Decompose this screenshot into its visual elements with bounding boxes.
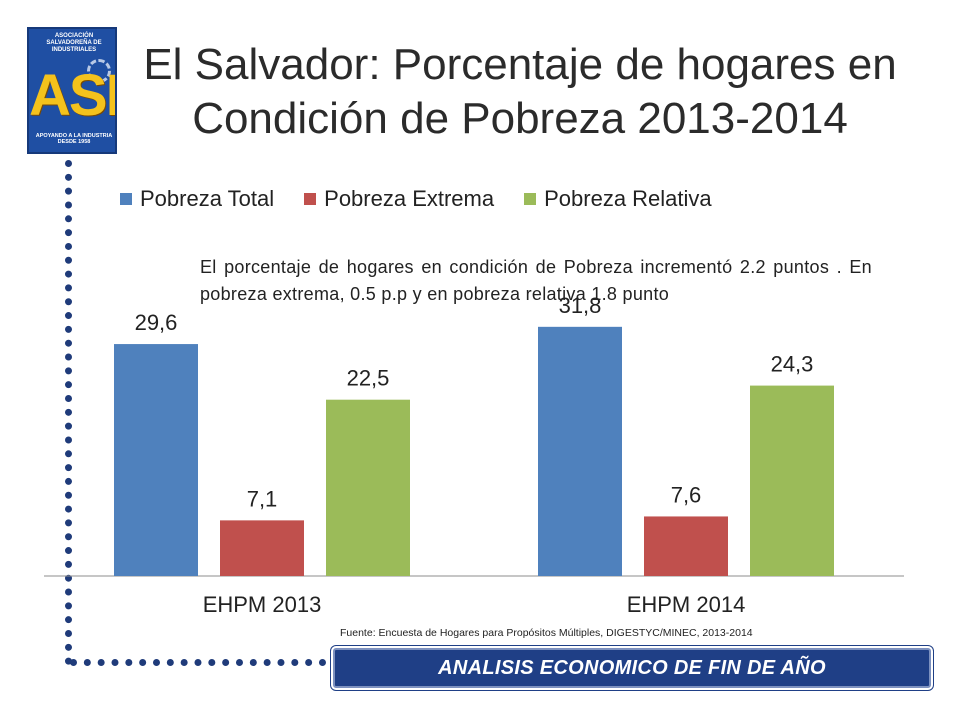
source-note: Fuente: Encuesta de Hogares para Propósi… [340, 627, 753, 639]
asi-logo: ASOCIACIÓN SALVADOREÑA DE INDUSTRIALES A… [27, 27, 117, 154]
bar [326, 399, 410, 576]
legend-item: Pobreza Extrema [304, 186, 494, 212]
dotted-border-horizontal [70, 659, 340, 666]
bar [538, 326, 622, 576]
legend-swatch [524, 193, 537, 205]
bar-value-label: 31,8 [559, 293, 602, 318]
bar-value-label: 7,6 [671, 482, 702, 507]
bar-value-label: 22,5 [347, 366, 390, 391]
logo-tagline: APOYANDO A LA INDUSTRIA [35, 133, 113, 139]
category-label: EHPM 2014 [627, 592, 746, 617]
logo-bottom-text: APOYANDO A LA INDUSTRIA DESDE 1958 [31, 133, 115, 145]
legend-item: Pobreza Total [120, 186, 274, 212]
bar-value-label: 24,3 [771, 352, 814, 377]
page-title: El Salvador: Porcentaje de hogares en Co… [143, 40, 897, 143]
legend-swatch [304, 193, 317, 205]
bar [750, 385, 834, 576]
bar-value-label: 7,1 [247, 486, 278, 511]
footer-banner-text: ANALISIS ECONOMICO DE FIN DE AÑO [438, 656, 826, 679]
logo-since: DESDE 1958 [57, 139, 91, 145]
bar-value-label: 29,6 [135, 310, 178, 335]
bar [644, 516, 728, 576]
legend-label: Pobreza Total [140, 186, 275, 211]
legend-item: Pobreza Relativa [524, 186, 712, 212]
gear-icon [87, 59, 111, 83]
footer-banner: ANALISIS ECONOMICO DE FIN DE AÑO [333, 648, 931, 688]
bar [220, 520, 304, 576]
logo-top-text: ASOCIACIÓN SALVADOREÑA DE INDUSTRIALES [46, 33, 102, 53]
bar [114, 344, 198, 576]
legend-swatch [120, 193, 132, 205]
legend-label: Pobreza Relativa [544, 186, 712, 211]
logo-letters: ASI [29, 63, 117, 128]
chart-annotation: El porcentaje de hogares en condición de… [200, 257, 872, 304]
category-label: EHPM 2013 [203, 592, 322, 617]
dotted-border-vertical [65, 160, 72, 665]
legend-label: Pobreza Extrema [324, 186, 495, 211]
chart-legend: Pobreza Total Pobreza Extrema Pobreza Rela… [120, 184, 742, 214]
